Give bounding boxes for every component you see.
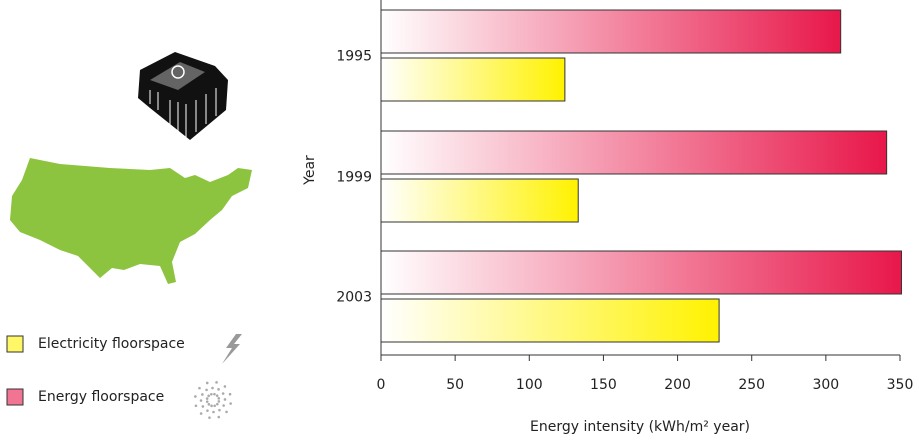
bar [380,9,842,54]
x-tick-label: 200 [664,377,691,393]
lightning-icon [222,334,242,364]
y-tick-label: 1995 [336,49,372,65]
y-axis-label: Year [302,155,318,186]
x-tick-label: 350 [887,377,914,393]
bar [380,57,566,102]
x-tick-label: 100 [516,377,543,393]
y-tick-label: 1999 [336,170,372,186]
sun-icon [194,381,232,419]
x-tick-label: 250 [738,377,765,393]
us-map [10,158,252,284]
x-axis-label: Energy intensity (kWh/m² year) [530,419,750,435]
bar [380,130,888,175]
x-tick-label: 300 [812,377,839,393]
bar [380,178,579,223]
legend-swatch [6,335,24,353]
x-tick-label: 0 [377,377,386,393]
x-tick-label: 50 [446,377,464,393]
bar [380,250,902,295]
building-illustration [138,52,228,140]
bar [380,298,720,343]
legend-label: Electricity floorspace [38,336,185,352]
y-tick-label: 2003 [336,290,372,306]
legend-label: Energy floorspace [38,389,164,405]
legend-swatch [6,388,24,406]
x-tick-label: 150 [590,377,617,393]
